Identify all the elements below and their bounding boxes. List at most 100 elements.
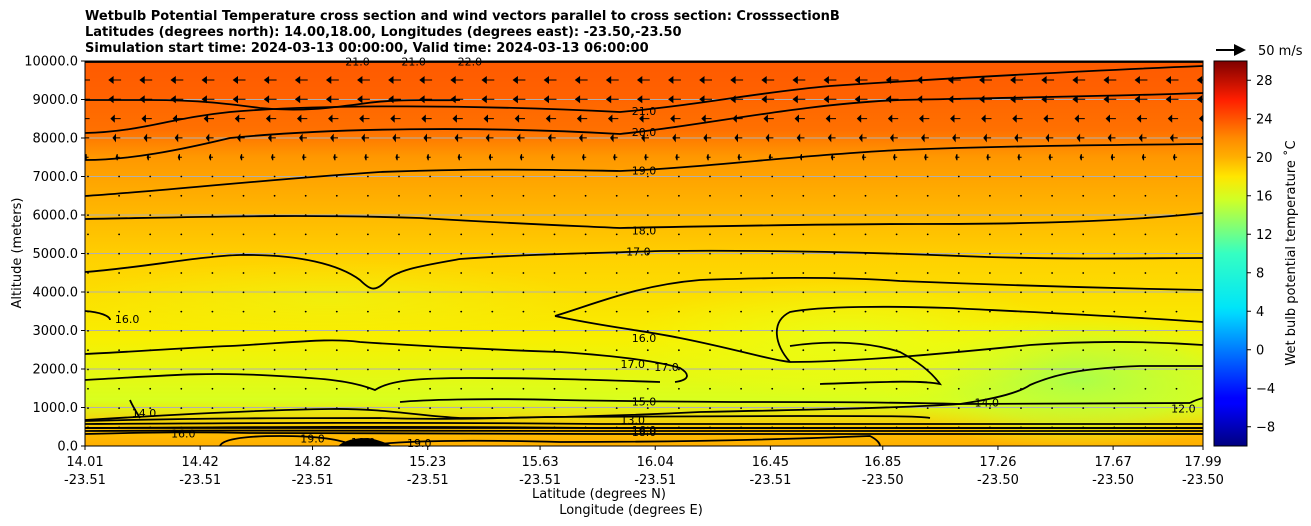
wind-vector <box>989 349 991 352</box>
wind-vector <box>1113 407 1116 409</box>
wind-vector <box>1082 233 1085 236</box>
wind-vector <box>582 154 587 161</box>
wind-vector <box>1113 194 1116 197</box>
wind-vector <box>1207 427 1209 429</box>
x-tick-label-lon: -23.51 <box>634 473 676 488</box>
wind-vector <box>1165 95 1179 104</box>
wind-vector <box>1138 133 1147 143</box>
wind-vector <box>957 349 960 352</box>
wind-vector <box>895 175 898 178</box>
wind-vector <box>584 426 587 429</box>
wind-vector <box>668 76 681 84</box>
wind-vector <box>709 426 711 429</box>
wind-vector <box>1144 175 1147 178</box>
wind-vector <box>211 330 214 332</box>
wind-vector <box>765 133 774 143</box>
wind-vector <box>584 387 587 390</box>
wind-vector <box>149 426 152 429</box>
wind-vector <box>1082 426 1085 429</box>
wind-vector <box>335 387 338 390</box>
wind-vector <box>1017 154 1022 161</box>
wind-vector <box>957 252 960 255</box>
contour-label: 16.0 <box>632 424 657 437</box>
wind-vector <box>512 95 526 104</box>
wind-vector <box>737 154 742 161</box>
wind-vector <box>763 114 774 123</box>
wind-vector <box>1113 233 1116 236</box>
colorbar-tick-label: −4 <box>1256 382 1275 397</box>
wind-vector <box>802 330 805 332</box>
wind-vector <box>357 76 370 84</box>
wind-vector <box>367 272 369 274</box>
wind-vector <box>398 407 400 409</box>
wind-vector <box>916 76 930 84</box>
wind-vector <box>180 291 183 294</box>
wind-vector <box>1113 272 1116 274</box>
wind-vector <box>1144 194 1147 197</box>
wind-vector <box>823 76 837 84</box>
wind-vector <box>388 95 401 104</box>
wind-vector <box>1207 388 1209 390</box>
wind-vector <box>895 272 898 274</box>
wind-vector <box>273 387 276 390</box>
wind-vector <box>491 214 494 217</box>
wind-vector <box>830 154 835 161</box>
wind-vector <box>419 76 433 84</box>
chart-title: Wetbulb Potential Temperature cross sect… <box>85 9 840 57</box>
wind-vector <box>864 387 867 390</box>
contour-17-loop <box>85 373 661 392</box>
wind-vector <box>646 330 649 332</box>
wind-vector <box>771 175 774 178</box>
wind-vector <box>646 368 649 371</box>
wind-vector <box>1134 76 1148 84</box>
colorbar-tick-label: 4 <box>1256 305 1264 320</box>
wind-vector <box>802 233 805 236</box>
wind-vector <box>118 310 120 313</box>
wind-vector <box>201 76 215 84</box>
wind-vector <box>584 194 587 197</box>
wind-vector <box>796 133 805 143</box>
wind-vector <box>87 349 89 352</box>
wind-vector <box>771 407 774 409</box>
wind-vector <box>304 194 307 197</box>
wind-vector <box>668 95 681 104</box>
wind-vector <box>833 272 836 274</box>
wind-vector <box>429 407 431 409</box>
wind-vector <box>87 252 89 255</box>
wind-vector <box>885 95 899 104</box>
contour-label: 22.0 <box>458 55 483 68</box>
wind-vector <box>1074 114 1085 123</box>
x-tick-label-lon: -23.51 <box>64 473 106 488</box>
wind-vector <box>771 349 774 352</box>
wind-vector <box>553 291 556 294</box>
wind-vector <box>460 291 463 294</box>
wind-vector <box>1072 95 1086 104</box>
wind-vector <box>578 133 587 143</box>
wind-vector <box>802 407 805 409</box>
terrain-blob <box>338 438 392 446</box>
wind-vector <box>273 214 276 217</box>
wind-vector <box>335 407 338 409</box>
wind-vector <box>367 194 369 197</box>
wind-vector <box>242 426 245 429</box>
colorbar-tick-label: 12 <box>1256 228 1273 243</box>
wind-vector <box>641 133 649 143</box>
wind-vector <box>895 407 898 409</box>
wind-vector <box>149 368 152 371</box>
wind-vector <box>522 310 525 313</box>
wind-vector <box>1136 114 1147 123</box>
wind-vector <box>584 310 587 313</box>
wind-vector <box>709 387 711 390</box>
wind-vector <box>646 407 649 409</box>
wind-vector <box>1020 214 1022 217</box>
wind-vector <box>457 154 462 161</box>
wind-vector <box>574 95 588 104</box>
wind-vector <box>481 95 495 104</box>
wind-vector <box>636 95 650 104</box>
wind-vector <box>1144 272 1147 274</box>
wind-vector <box>979 95 992 104</box>
wind-vector <box>678 330 680 332</box>
wind-vector <box>118 233 120 236</box>
wind-vector <box>802 194 805 197</box>
wind-vector <box>1175 233 1178 236</box>
